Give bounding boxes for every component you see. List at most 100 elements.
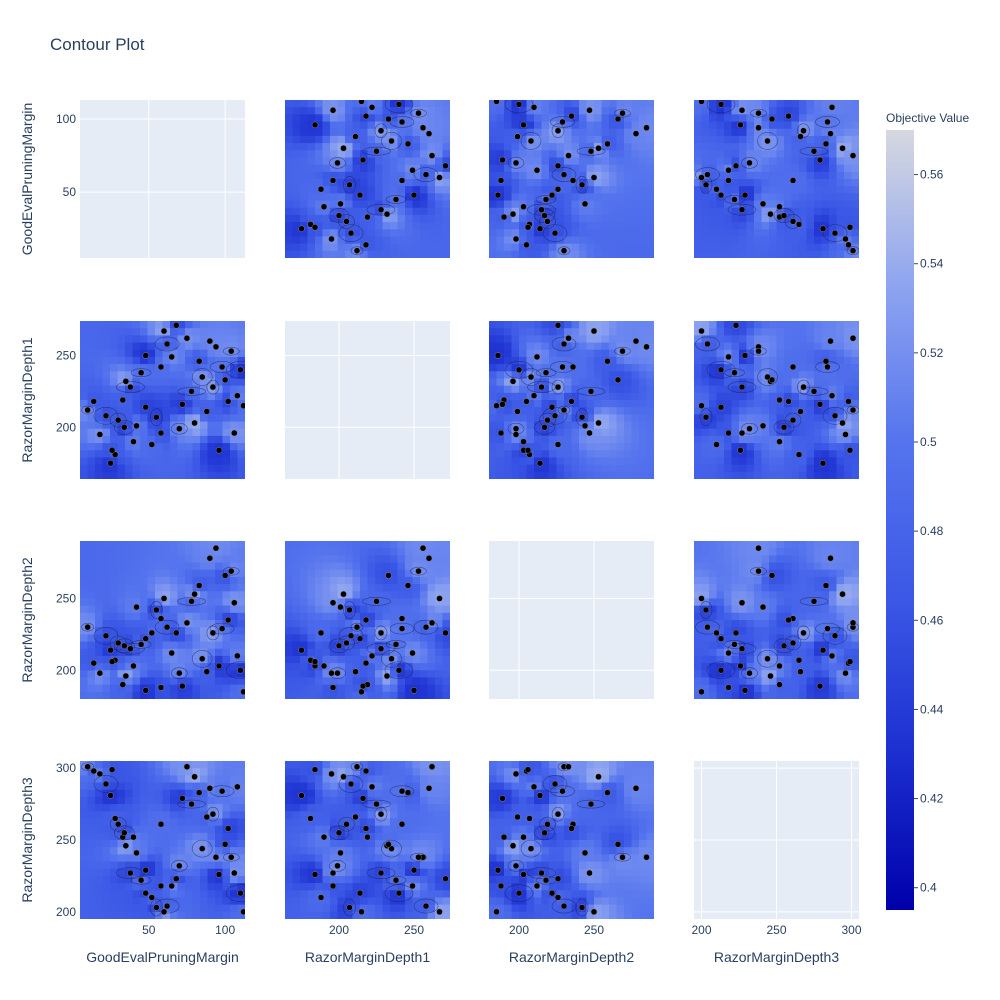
trial-point [515,366,523,374]
trial-point [536,225,544,232]
trial-point [442,875,449,883]
contour-line [534,825,555,841]
contour-line [338,626,364,645]
trial-point [133,603,140,611]
trial-point [206,785,214,792]
trial-point [191,590,198,598]
trial-point [554,810,562,818]
contour-line [362,146,391,156]
trial-point [581,849,589,857]
trial-point [542,369,550,376]
trial-point [119,681,127,688]
trial-point [831,412,839,420]
x-tick-label: 200 [329,923,349,937]
trial-point [520,121,527,129]
trial-point [133,849,140,857]
trial-point [839,419,846,427]
trial-point [789,416,797,424]
trial-point [335,642,343,650]
contour-line [822,224,848,242]
trial-point [398,615,406,622]
trial-point [383,210,391,218]
contour-line [329,860,346,872]
trial-point [704,623,711,631]
contour-line [209,361,235,373]
trial-point [119,396,127,404]
trial-point [107,459,114,467]
trial-point [746,159,753,167]
contour-line [389,785,415,797]
contour-line [350,246,364,255]
contour-line [815,116,840,128]
trial-point [364,213,371,221]
contour-line [116,642,145,655]
trial-point [846,447,854,454]
trial-point [590,908,598,916]
colorbar: Objective Value 0.4 0.42 0.44 0.46 0.48 0.5 0.5… [886,111,969,910]
trial-point [436,174,443,181]
trial-point [90,767,97,775]
trial-point [335,829,343,837]
trial-point [527,137,535,145]
trial-point [738,383,746,391]
y-tick-label: 250 [56,591,76,605]
trial-point [398,118,406,126]
trial-point [198,373,206,381]
trial-point [785,616,792,624]
contour-line [822,626,848,645]
trial-point [530,783,538,791]
trial-point [604,140,611,148]
trial-point [512,425,520,432]
trial-point [428,152,436,159]
y-axis-title: GoodEvalPruningMargin [19,103,35,256]
contour-surface [285,761,450,919]
trial-point [373,598,380,605]
trial-point [569,177,577,184]
trial-point [347,780,355,788]
trial-point [565,152,572,159]
contour-line [799,146,829,156]
contour-line [576,799,606,809]
y-tick-label: 200 [56,420,76,434]
trial-point [163,902,171,910]
trial-point [738,429,746,437]
trial-point [311,224,319,231]
trial-point [822,357,830,365]
trial-point [541,424,548,431]
trial-point [191,419,198,427]
trial-point [554,185,562,193]
trial-point [422,171,430,178]
trial-point [512,431,520,438]
contour-line [222,852,240,862]
trial-point [404,789,412,796]
trial-point [512,159,520,167]
trial-point [137,369,145,376]
contour-line [750,566,767,576]
contour-line [551,898,577,914]
contour-line [557,246,571,255]
trial-point [816,156,824,164]
trial-point [364,833,371,841]
trial-point [731,196,738,203]
trial-point [533,882,541,890]
trial-point [362,616,370,624]
trial-point [358,688,365,696]
trial-point [524,224,532,231]
contour-line [114,638,135,654]
trial-point [632,130,640,137]
trial-point [191,773,198,781]
trial-point [148,441,156,448]
contour-line [381,132,402,150]
trial-point [96,431,104,438]
trial-point [328,235,335,243]
trial-point [614,841,622,848]
trial-point [121,424,128,431]
trial-point [520,438,527,445]
contour-line [504,361,534,379]
trial-point [741,191,749,199]
panel-RazorMarginDepth3-vs-RazorMarginDepth2 [694,541,859,699]
contour-line [527,867,556,879]
trial-point [329,684,337,691]
trial-point [548,191,556,199]
trial-point [114,820,122,828]
